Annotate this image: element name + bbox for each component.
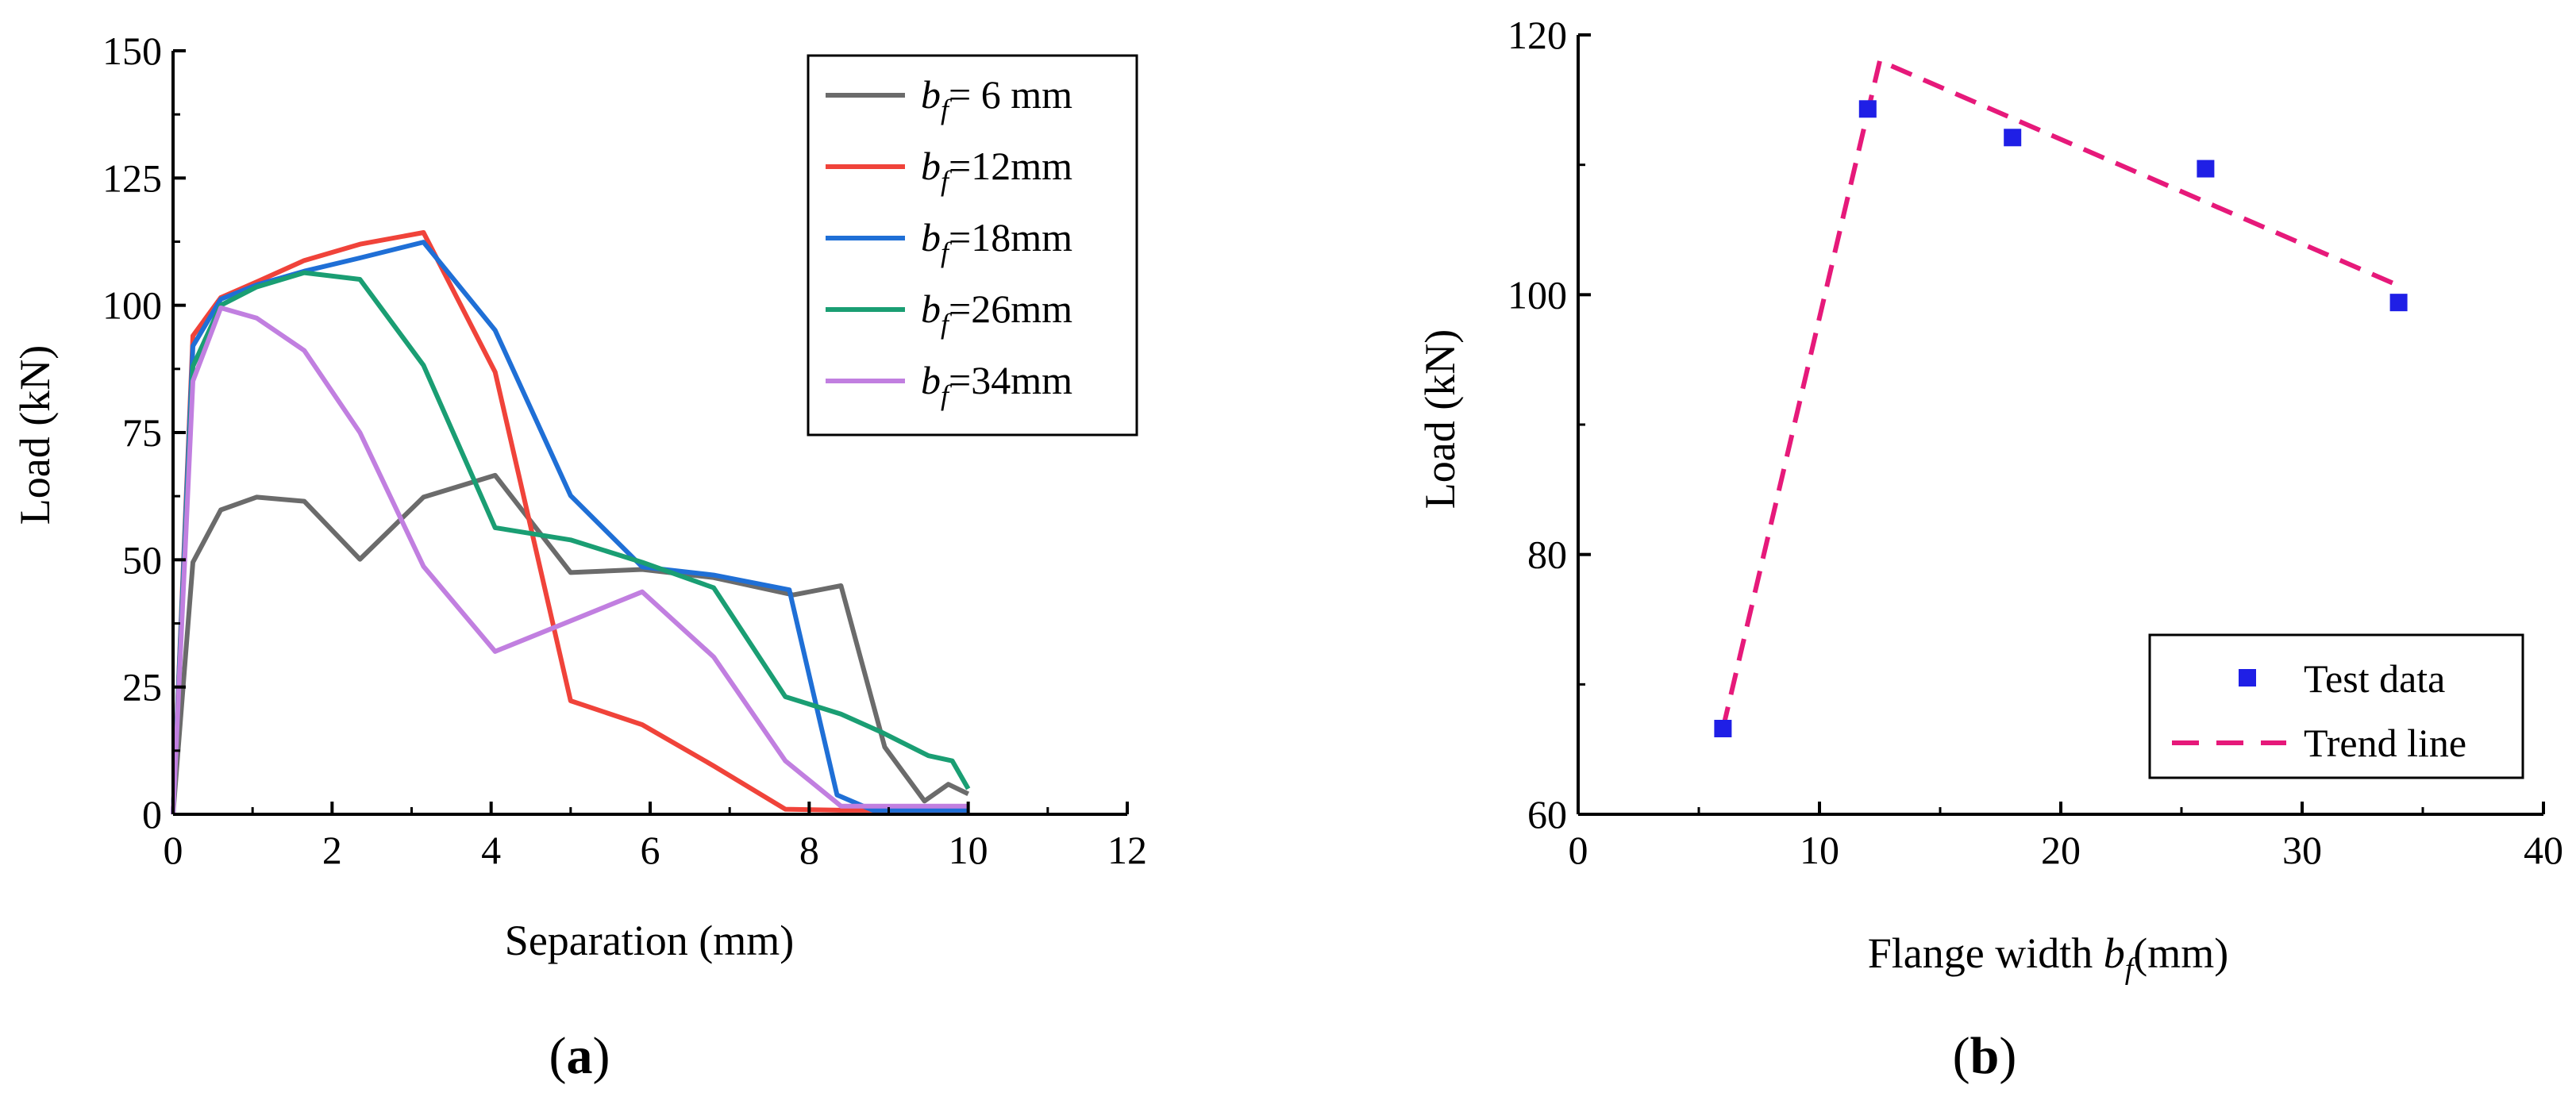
chart-b-legend: Test data Trend line	[2148, 633, 2524, 779]
chart-a-y-tick-label: 125	[102, 156, 162, 200]
chart-b-y-tick-label: 100	[1507, 272, 1567, 317]
chart-b-y-tick-label: 120	[1507, 13, 1567, 57]
chart-a-lines	[171, 230, 971, 815]
chart-b-legend-box	[2148, 633, 2524, 779]
chart-a-x-tick-label: 6	[641, 828, 660, 872]
chart-a-ticks: 0 2 4 6 8 10 12 0 25 50 75 100 125 150	[102, 29, 1147, 872]
chart-a-y-tick-label: 100	[102, 283, 162, 328]
chart-b-x-tick-label: 40	[2524, 828, 2563, 872]
chart-a-series-line-5	[171, 305, 968, 815]
chart-a-x-tick-label: 0	[164, 828, 183, 872]
chart-a-x-tick-label: 8	[799, 828, 819, 872]
chart-a-panel-label: (a)	[549, 1027, 610, 1085]
chart-a-legend-label: bf=18mm	[921, 215, 1072, 268]
chart-b-y-tick-label: 80	[1527, 533, 1567, 577]
chart-a-legend-label: bf=26mm	[921, 287, 1072, 340]
chart-a-y-tick-label: 25	[122, 665, 162, 710]
chart-b-x-tick-label: 30	[2282, 828, 2322, 872]
chart-a-y-tick-label: 50	[122, 537, 162, 582]
chart-b-data-point	[1714, 719, 1732, 737]
chart-b-y-axis-title: Load (kN)	[1416, 329, 1464, 509]
chart-b-x-tick-label: 10	[1800, 828, 1839, 872]
chart-a-legend-box	[807, 54, 1138, 437]
chart-a-y-tick-label: 75	[122, 410, 162, 455]
chart-a-series-line-1	[171, 472, 970, 815]
chart-a-legend-label: bf=12mm	[921, 144, 1072, 197]
chart-a-x-tick-label: 2	[322, 828, 342, 872]
chart-b-x-tick-label: 0	[1569, 828, 1588, 872]
chart-a-y-tick-label: 150	[102, 29, 162, 73]
chart-b-y-tick-label: 60	[1527, 792, 1567, 837]
chart-a-x-axis-title: Separation (mm)	[505, 917, 794, 964]
chart-b-legend-label: Test data	[2304, 656, 2445, 701]
chart-b-data-point	[1858, 100, 1877, 118]
chart-a-y-axis-title: Load (kN)	[11, 345, 59, 525]
chart-b-ticks: 0 10 20 30 40 60 80 100 120	[1507, 13, 2563, 872]
chart-b-marks	[1714, 57, 2408, 737]
chart-a-series-line-3	[171, 240, 968, 815]
chart-b-x-axis-title: Flange width bf(mm)	[1868, 929, 2229, 986]
chart-b-trend-line	[1720, 57, 2400, 729]
chart-b-data-point	[2389, 294, 2408, 312]
chart-b-data-point	[2197, 160, 2215, 178]
chart-a-series-line-4	[171, 270, 971, 815]
chart-b-x-tick-label: 20	[2041, 828, 2081, 872]
chart-b-data-point	[2004, 129, 2022, 147]
chart-a: 0 2 4 6 8 10 12 0 25 50 75 100 125 150 Separation (mm…	[11, 29, 1147, 1085]
chart-a-x-tick-label: 10	[949, 828, 988, 872]
chart-a-legend-label: bf= 6 mm	[921, 72, 1072, 125]
chart-a-y-tick-label: 0	[142, 792, 162, 837]
chart-b-legend-swatch-test-data	[2239, 669, 2256, 687]
chart-a-x-tick-label: 12	[1107, 828, 1147, 872]
chart-b-panel-label: (b)	[1953, 1027, 2017, 1085]
chart-b-legend-label: Trend line	[2304, 721, 2466, 765]
chart-a-x-tick-label: 4	[481, 828, 501, 872]
